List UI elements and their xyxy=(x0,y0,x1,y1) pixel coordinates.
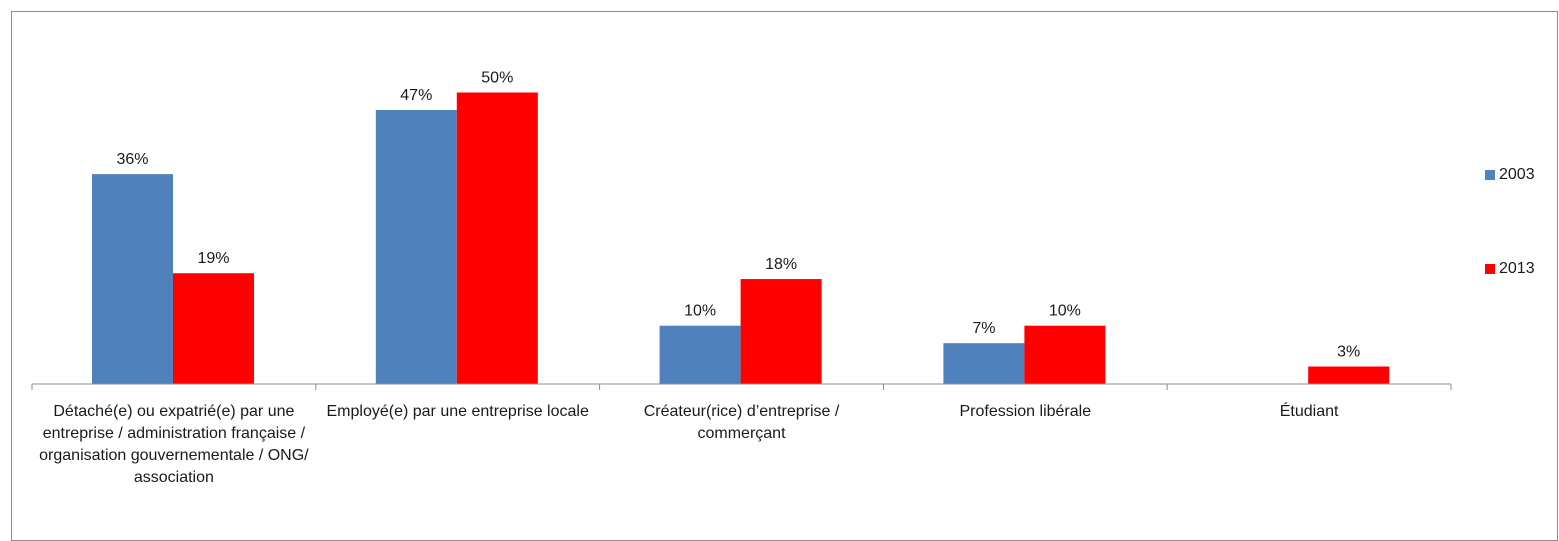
chart-frame xyxy=(11,11,1558,541)
legend-item-2003: 2003 xyxy=(1485,165,1535,185)
legend-item-2013: 2013 xyxy=(1485,259,1535,279)
data-label: 36% xyxy=(116,151,148,168)
category-label: Profession libérale xyxy=(959,403,1092,420)
legend-label: 2003 xyxy=(1499,166,1535,183)
bar-2003-3 xyxy=(943,343,1025,384)
data-label: 19% xyxy=(197,250,229,267)
category-label: Étudiant xyxy=(1279,403,1339,420)
bar-2013-0 xyxy=(173,273,254,384)
category-label: Détaché(e) ou expatrié(e) par une entrep… xyxy=(39,403,309,486)
bar-2003-2 xyxy=(659,325,741,384)
bar-2003-1 xyxy=(375,109,457,385)
data-label: 47% xyxy=(400,87,432,104)
legend-label: 2013 xyxy=(1499,260,1535,277)
data-label: 10% xyxy=(1049,303,1081,320)
legend-swatch xyxy=(1485,264,1495,274)
bar-2013-1 xyxy=(456,92,538,384)
legend-swatch xyxy=(1485,170,1495,180)
bar-2013-2 xyxy=(740,279,822,384)
bar-2013-4 xyxy=(1308,366,1390,384)
data-label: 3% xyxy=(1337,344,1360,361)
data-label: 18% xyxy=(765,256,797,273)
category-label: Créateur(rice) d’entreprise / commerçant xyxy=(643,403,840,442)
data-label: 10% xyxy=(684,303,716,320)
bar-2013-3 xyxy=(1024,325,1106,384)
category-label: Employé(e) par une entreprise locale xyxy=(326,403,589,420)
bar-2003-0 xyxy=(92,174,173,384)
data-label: 50% xyxy=(481,70,513,87)
data-label: 7% xyxy=(972,320,995,337)
